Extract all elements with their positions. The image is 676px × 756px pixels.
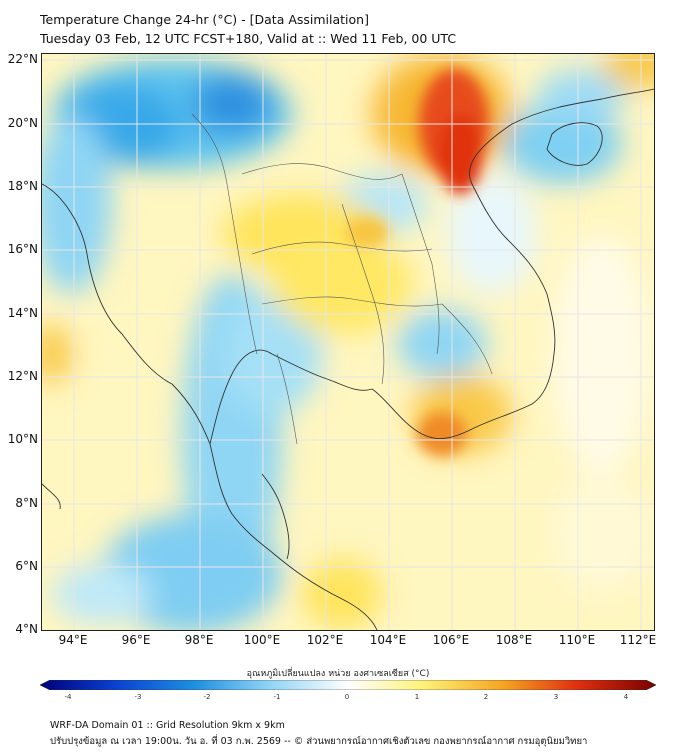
lon-label-112e: 112°E [619, 633, 657, 647]
lat-label-4n: 4°N [15, 622, 38, 636]
map-canvas [42, 54, 654, 630]
lon-label-104e: 104°E [369, 633, 407, 647]
lat-label-14n: 14°N [7, 306, 38, 320]
lat-label-22n: 22°N [7, 52, 38, 66]
lon-label-94e: 94°E [58, 633, 88, 647]
lat-label-6n: 6°N [15, 559, 38, 573]
colorbar-tick-minus1: -1 [273, 693, 281, 701]
colorbar-label: อุณหภูมิเปลี่ยนแปลง หน่วย องศาเซลเซียส (… [246, 669, 430, 679]
lon-label-108e: 108°E [495, 633, 533, 647]
lat-label-20n: 20°N [7, 116, 38, 130]
lon-label-100e: 100°E [243, 633, 281, 647]
lon-label-96e: 96°E [121, 633, 151, 647]
lon-label-110e: 110°E [558, 633, 596, 647]
footer-credit: ปรับปรุงข้อมูล ณ เวลา 19:00น. วัน อ. ที่… [50, 736, 588, 747]
temperature-change-map[interactable] [41, 53, 655, 631]
lat-label-16n: 16°N [7, 242, 38, 256]
colorbar-tick-minus4: -4 [64, 693, 72, 701]
colorbar-tick-minus3: -3 [134, 693, 142, 701]
colorbar-tick-4: 4 [623, 693, 629, 701]
colorbar [40, 680, 656, 690]
coastlines [42, 88, 654, 630]
chart-title: Temperature Change 24-hr (°C) - [Data As… [40, 12, 369, 27]
colorbar-tick-3: 3 [553, 693, 559, 701]
lat-label-8n: 8°N [15, 496, 38, 510]
colorbar-tick-2: 2 [483, 693, 489, 701]
colorbar-tick-0: 0 [344, 693, 350, 701]
province-borders [191, 113, 493, 445]
chart-subtitle: Tuesday 03 Feb, 12 UTC FCST+180, Valid a… [40, 31, 457, 46]
lat-label-10n: 10°N [7, 432, 38, 446]
lon-label-98e: 98°E [184, 633, 214, 647]
footer-domain-info: WRF-DA Domain 01 :: Grid Resolution 9km … [50, 720, 285, 731]
lon-label-102e: 102°E [306, 633, 344, 647]
lon-label-106e: 106°E [432, 633, 470, 647]
lat-label-12n: 12°N [7, 369, 38, 383]
lat-label-18n: 18°N [7, 179, 38, 193]
colorbar-tick-1: 1 [414, 693, 420, 701]
colorbar-tick-minus2: -2 [203, 693, 211, 701]
